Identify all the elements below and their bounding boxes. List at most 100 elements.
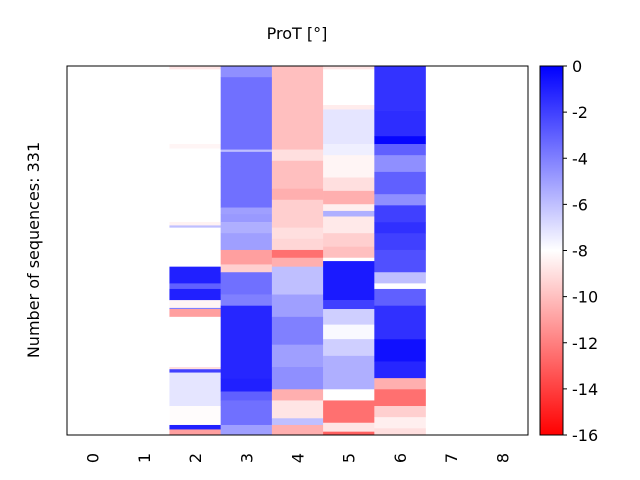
colorbar-tick-label: 0 xyxy=(572,57,582,76)
heatmap-cell xyxy=(220,77,273,150)
colorbar-tick-label: -2 xyxy=(572,103,588,122)
colorbar-tick-label: -8 xyxy=(572,242,588,261)
heatmap-cell xyxy=(169,283,221,290)
heatmap-cell xyxy=(323,177,375,192)
heatmap-cell xyxy=(323,144,375,156)
heatmap-cell xyxy=(271,257,324,267)
heatmap-cell xyxy=(271,238,324,251)
heatmap-cell xyxy=(169,66,221,70)
heatmap-cell xyxy=(374,428,426,435)
heatmap-cell xyxy=(323,389,375,401)
heatmap-cell xyxy=(323,105,375,110)
x-tick-label: 7 xyxy=(442,453,461,463)
heatmap-cell xyxy=(220,207,273,215)
heatmap-cell xyxy=(169,144,221,149)
heatmap-cell xyxy=(220,294,273,306)
heatmap-cell xyxy=(169,429,221,435)
colorbar-tick-label: -14 xyxy=(572,380,598,399)
heatmap-cell xyxy=(323,109,375,145)
heatmap-cell xyxy=(323,69,375,106)
heatmap-cell xyxy=(323,261,375,301)
heatmap-cell xyxy=(271,316,324,345)
heatmap-cell xyxy=(169,266,221,284)
heatmap-cell xyxy=(169,300,221,309)
heatmap-cell xyxy=(374,205,426,223)
heatmap-cell xyxy=(374,171,426,195)
heatmap-cell xyxy=(271,149,324,162)
heatmap-cell xyxy=(220,378,273,392)
heatmap-cell xyxy=(271,367,324,390)
heatmap-cell xyxy=(323,66,375,70)
heatmap-cell xyxy=(374,222,426,234)
heatmap-cell xyxy=(323,257,375,262)
heatmap-cells xyxy=(169,66,426,435)
heatmap-cell xyxy=(271,418,324,426)
heatmap-cell xyxy=(374,272,426,284)
colorbar xyxy=(539,65,564,436)
heatmap-cell xyxy=(220,272,273,295)
heatmap-cell xyxy=(220,424,273,435)
x-tick-label: 5 xyxy=(340,453,359,463)
heatmap-cell xyxy=(169,369,221,373)
y-axis-label: Number of sequences: 331 xyxy=(24,142,43,358)
heatmap-cell xyxy=(169,69,221,145)
heatmap-cell xyxy=(169,288,221,301)
heatmap-cell xyxy=(323,431,375,435)
heatmap-cell xyxy=(169,148,221,150)
colorbar-tick-label: -10 xyxy=(572,288,598,307)
heatmap-cell xyxy=(271,266,324,295)
heatmap-cell xyxy=(374,194,426,206)
heatmap-cell xyxy=(220,66,273,78)
colorbar-tick-label: -6 xyxy=(572,195,588,214)
heatmap-cell xyxy=(169,424,221,430)
colorbar-tick-label: -4 xyxy=(572,149,588,168)
heatmap-cell xyxy=(374,249,426,273)
x-tick-label: 8 xyxy=(493,453,512,463)
colorbar-tick-label: -16 xyxy=(572,426,598,445)
heatmap-cell xyxy=(220,151,273,167)
heatmap-cell xyxy=(169,149,221,223)
heatmap-cell xyxy=(374,288,426,306)
heatmap-cell xyxy=(220,166,273,201)
x-axis-ticks: 0 1 2 3 4 5 6 7 8 xyxy=(84,453,513,463)
heatmap-cell xyxy=(374,378,426,390)
heatmap-cell xyxy=(169,227,221,267)
heatmap-cell xyxy=(374,339,426,362)
heatmap-cell xyxy=(374,361,426,379)
heatmap-cell xyxy=(220,305,273,379)
heatmap-cell xyxy=(374,305,426,340)
heatmap-cell xyxy=(271,199,324,228)
heatmap-cell xyxy=(271,227,324,240)
x-tick-label: 1 xyxy=(135,453,154,463)
x-tick-label: 4 xyxy=(289,453,308,463)
heatmap-cell xyxy=(323,190,375,205)
heatmap-cell xyxy=(374,155,426,173)
heatmap-cell xyxy=(323,216,375,234)
heatmap-cell xyxy=(169,316,221,368)
chart-title: ProT [°] xyxy=(267,24,328,43)
heatmap-cell xyxy=(220,249,273,265)
heatmap-cell xyxy=(374,406,426,418)
heatmap-cell xyxy=(374,389,426,407)
x-tick-label: 2 xyxy=(186,453,205,463)
colorbar-ticks: 0 -2 -4 -6 -8 -10 -12 -14 -16 xyxy=(563,57,598,445)
heatmap-cell xyxy=(323,210,375,217)
heatmap-cell xyxy=(220,264,273,273)
x-tick-label: 6 xyxy=(391,453,410,463)
heatmap-cell xyxy=(220,214,273,223)
heatmap-cell xyxy=(323,422,375,432)
heatmap-cell xyxy=(374,66,426,111)
heatmap-cell xyxy=(323,339,375,357)
heatmap-cell xyxy=(271,344,324,368)
x-tick-label: 3 xyxy=(237,453,256,463)
heatmap-cell xyxy=(169,225,221,228)
heatmap-cell xyxy=(271,389,324,401)
heatmap-cell xyxy=(169,222,221,226)
heatmap-cell xyxy=(374,233,426,251)
heatmap-cell xyxy=(271,249,324,259)
heatmap-cell xyxy=(323,246,375,259)
heatmap-cell xyxy=(271,294,324,318)
heatmap-cell xyxy=(220,149,273,153)
heatmap-cell xyxy=(169,372,221,407)
